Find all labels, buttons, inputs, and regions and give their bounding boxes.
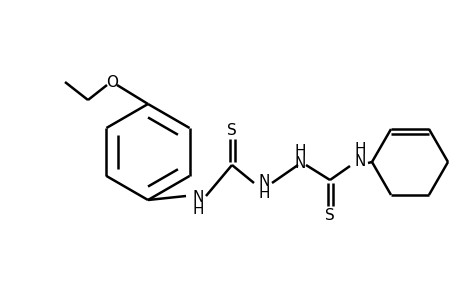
Text: O: O [106,74,118,89]
Text: N: N [353,154,365,169]
Text: N: N [294,155,305,170]
Text: H: H [257,185,269,200]
Text: S: S [325,208,334,223]
Text: N: N [258,173,269,188]
Text: H: H [294,143,305,158]
Text: S: S [227,122,236,137]
Text: H: H [192,202,203,217]
Text: N: N [192,190,203,206]
Text: H: H [353,142,365,157]
